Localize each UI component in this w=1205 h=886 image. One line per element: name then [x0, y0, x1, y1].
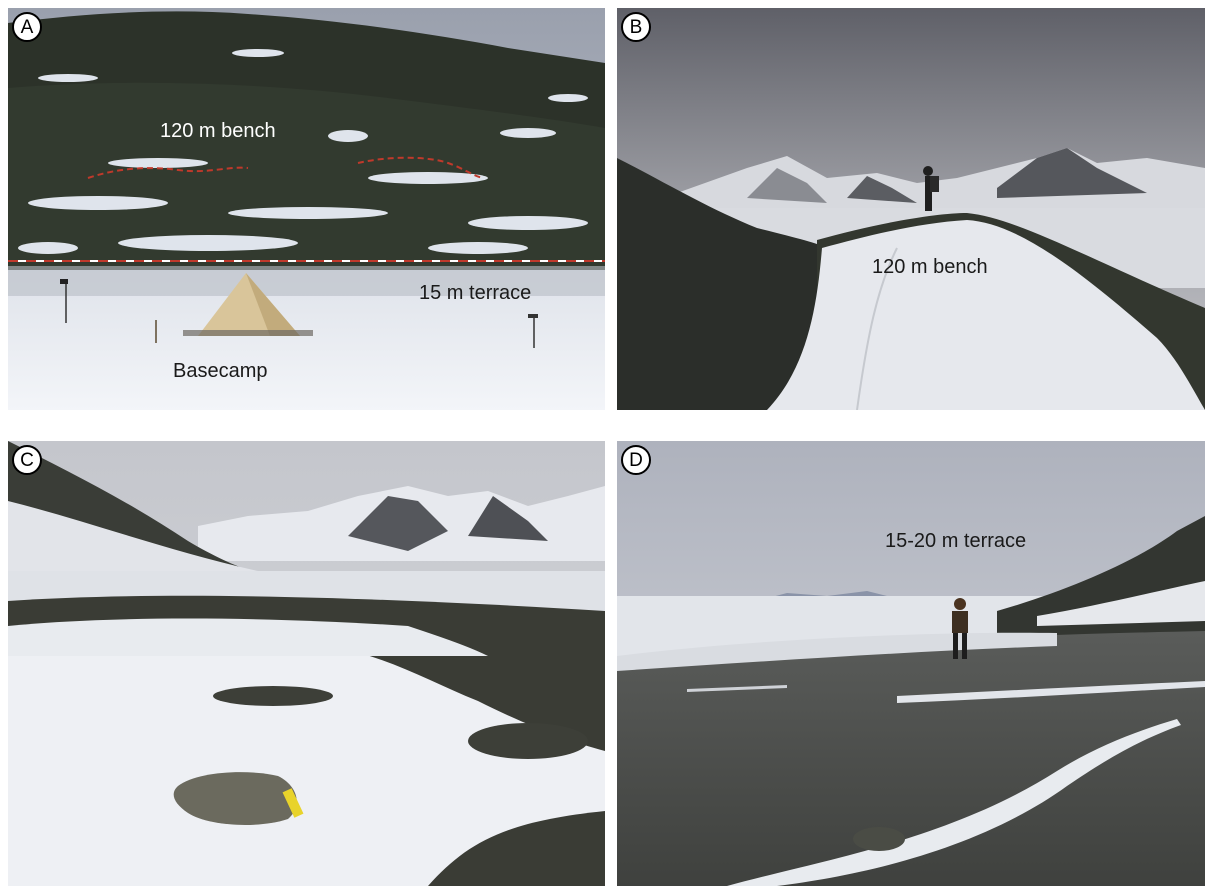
- photo-panel-a: A 120 m bench 15 m terrace Basecamp: [8, 8, 605, 410]
- label-basecamp: Basecamp: [173, 360, 268, 382]
- panel-badge: D: [621, 445, 651, 475]
- panel-badge: C: [12, 445, 42, 475]
- boulder-snow-photo: [8, 441, 605, 886]
- label-120m-bench: 120 m bench: [160, 120, 276, 142]
- panel-badge: B: [621, 12, 651, 42]
- photo-panel-b: B 120 m bench: [617, 8, 1205, 410]
- photo-panel-c: C: [8, 441, 605, 886]
- bench-ridge-photo: [617, 8, 1205, 410]
- label-15-20m-terrace: 15-20 m terrace: [885, 530, 1027, 552]
- terrace-person-photo: [617, 441, 1205, 886]
- basecamp-photo: [8, 8, 605, 410]
- label-120m-bench: 120 m bench: [872, 256, 988, 278]
- panel-badge: A: [12, 12, 42, 42]
- label-15m-terrace: 15 m terrace: [419, 282, 532, 304]
- photo-panel-d: D 15-20 m terrace: [617, 441, 1205, 886]
